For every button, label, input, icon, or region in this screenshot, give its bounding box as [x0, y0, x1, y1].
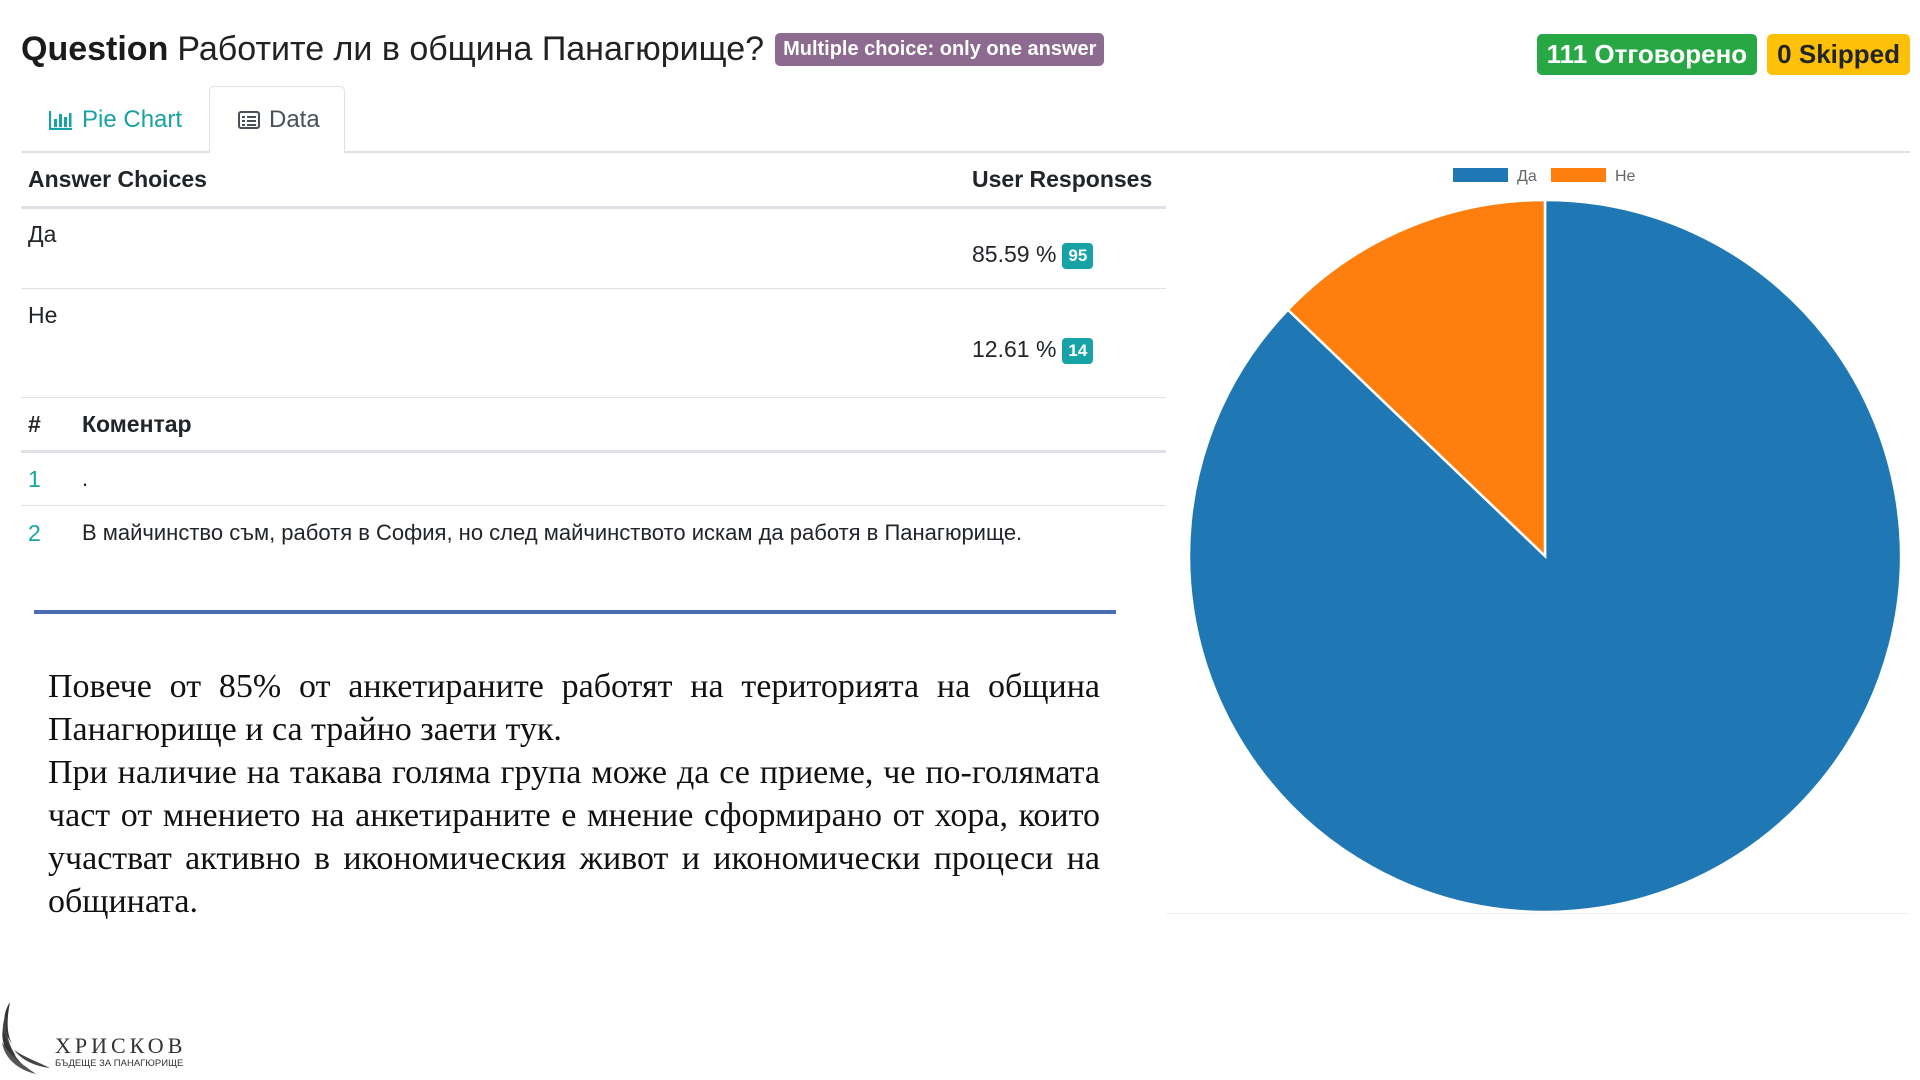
- column-header-answer-choices: Answer Choices: [28, 166, 207, 192]
- table-row: Не 12.61 % 14: [21, 289, 1166, 397]
- table-row: Да 85.59 % 95: [21, 209, 1166, 288]
- pie-slice-2[interactable]: [1286, 198, 1547, 559]
- legend-label: Не: [1615, 168, 1636, 185]
- column-header-user-responses: User Responses: [972, 166, 1153, 192]
- response-cell: 12.61 % 14: [972, 301, 1094, 397]
- logo-name: ХРИСКОВ: [55, 1033, 187, 1058]
- tab-label: Pie Chart: [82, 105, 183, 133]
- question-label: Question: [21, 29, 169, 68]
- response-count-badge: 14: [1062, 338, 1094, 364]
- response-percent: 12.61 %: [972, 336, 1057, 362]
- table-header-row: Answer Choices User Responses: [21, 153, 1166, 206]
- comment-number: 2: [28, 519, 41, 546]
- tab-data[interactable]: Data: [209, 86, 345, 153]
- tabs-underline: [21, 151, 1910, 153]
- skipped-badge: 0 Skipped: [1767, 34, 1910, 75]
- summary-text: Повече от 85% от анкетираните работят на…: [48, 665, 1100, 923]
- bar-chart-icon: [49, 110, 73, 130]
- comment-text: .: [82, 466, 89, 491]
- header-divider: [21, 206, 1166, 209]
- summary-paragraph: При наличие на такава голяма група може …: [48, 754, 1100, 920]
- list-icon: [238, 111, 260, 129]
- column-header-number: #: [28, 410, 41, 437]
- comment-row: 1 .: [21, 453, 1166, 505]
- tab-pie-chart[interactable]: Pie Chart: [21, 86, 182, 153]
- logo-tagline: БЪДЕЩЕ ЗА ПАНАГЮРИЩЕ: [55, 1058, 184, 1069]
- legend-swatch: [1453, 168, 1508, 182]
- responses-table: Answer Choices User Responses Да 85.59 %…: [21, 153, 1166, 560]
- answer-choice: Да: [28, 221, 57, 247]
- comment-text: В майчинство съм, работя в София, но сле…: [82, 520, 1023, 545]
- question-type-badge: Multiple choice: only one answer: [775, 32, 1105, 66]
- tab-label: Data: [269, 106, 320, 133]
- column-header-comment: Коментар: [82, 410, 192, 437]
- legend-swatch: [1551, 168, 1606, 182]
- legend-item[interactable]: Не: [1551, 168, 1636, 185]
- response-percent: 85.59 %: [972, 241, 1057, 267]
- response-cell: 85.59 % 95: [972, 220, 1094, 288]
- summary-paragraph: Повече от 85% от анкетираните работят на…: [48, 668, 1100, 748]
- pie-chart: Да Не: [1187, 168, 1903, 914]
- header-divider: [21, 450, 1166, 453]
- row-divider: [21, 397, 1166, 398]
- section-divider: [34, 610, 1116, 614]
- row-divider: [21, 288, 1166, 289]
- response-stats: 111 Отговорено 0 Skipped: [1536, 34, 1910, 75]
- comment-number: 1: [28, 465, 41, 492]
- pie-chart-panel: Да Не: [1166, 153, 1910, 914]
- comment-row: 2 В майчинство съм, работя в София, но с…: [21, 506, 1166, 560]
- question-header: Question Работите ли в община Панагюрище…: [21, 29, 1105, 68]
- response-count-badge: 95: [1062, 243, 1094, 269]
- row-divider: [21, 505, 1166, 506]
- legend-item[interactable]: Да: [1453, 168, 1537, 185]
- legend-label: Да: [1517, 168, 1537, 185]
- answered-badge: 111 Отговорено: [1536, 34, 1758, 75]
- question-text: Работите ли в община Панагюрище?: [177, 29, 765, 68]
- wing-logo-icon: [0, 1000, 52, 1080]
- answer-choice: Не: [28, 302, 58, 328]
- comments-header-row: # Коментар: [21, 398, 1166, 450]
